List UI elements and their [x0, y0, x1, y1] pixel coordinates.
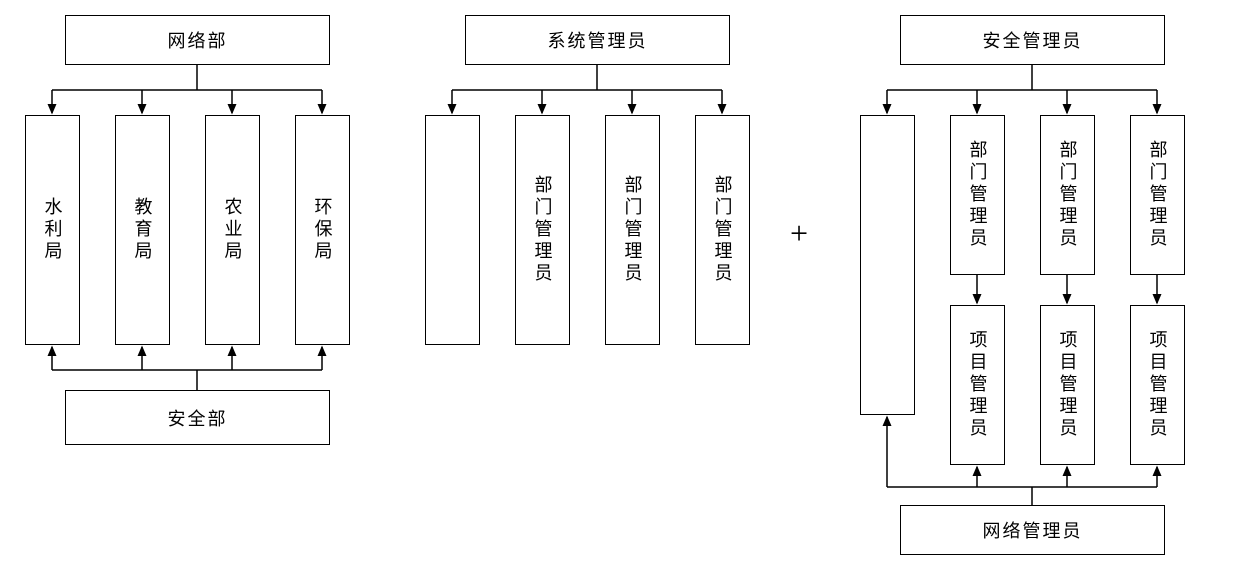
group3-childbot-0: 项目管理员 [950, 305, 1005, 465]
group2-child-3-label: 部门管理员 [710, 175, 736, 285]
group2-child-0 [425, 115, 480, 345]
group3-childtop-2: 部门管理员 [1040, 115, 1095, 275]
group1-child-2: 农业局 [205, 115, 260, 345]
group2-child-1: 部门管理员 [515, 115, 570, 345]
group3-bottom-label: 网络管理员 [983, 517, 1083, 543]
group1-child-3: 环保局 [295, 115, 350, 345]
group2-child-2-label: 部门管理员 [620, 175, 646, 285]
group1-child-1: 教育局 [115, 115, 170, 345]
group1-child-0-label: 水利局 [40, 197, 66, 263]
group1-child-1-label: 教育局 [130, 197, 156, 263]
group3-childtop-3-label: 部门管理员 [1145, 140, 1171, 250]
group3-bottom: 网络管理员 [900, 505, 1165, 555]
group2-child-2: 部门管理员 [605, 115, 660, 345]
plus-symbol: + [790, 215, 808, 252]
group2-child-3: 部门管理员 [695, 115, 750, 345]
group2-top: 系统管理员 [465, 15, 730, 65]
group1-top-label: 网络部 [168, 27, 228, 53]
group3-childbot-1: 项目管理员 [1040, 305, 1095, 465]
group3-childtop-1-label: 部门管理员 [965, 140, 991, 250]
group3-childbot-2-label: 项目管理员 [1145, 330, 1171, 440]
group3-childbot-0-label: 项目管理员 [965, 330, 991, 440]
group3-childtop-3: 部门管理员 [1130, 115, 1185, 275]
group1-bottom: 安全部 [65, 390, 330, 445]
group3-top-label: 安全管理员 [983, 27, 1083, 53]
group3-childtop-0 [860, 115, 915, 415]
group1-top: 网络部 [65, 15, 330, 65]
group1-child-0: 水利局 [25, 115, 80, 345]
group1-child-3-label: 环保局 [310, 197, 336, 263]
group2-top-label: 系统管理员 [548, 27, 648, 53]
group1-bottom-label: 安全部 [168, 405, 228, 431]
group3-childbot-2: 项目管理员 [1130, 305, 1185, 465]
group1-child-2-label: 农业局 [220, 197, 246, 263]
group3-childtop-2-label: 部门管理员 [1055, 140, 1081, 250]
group3-childtop-1: 部门管理员 [950, 115, 1005, 275]
group3-top: 安全管理员 [900, 15, 1165, 65]
group3-childbot-1-label: 项目管理员 [1055, 330, 1081, 440]
group2-child-1-label: 部门管理员 [530, 175, 556, 285]
